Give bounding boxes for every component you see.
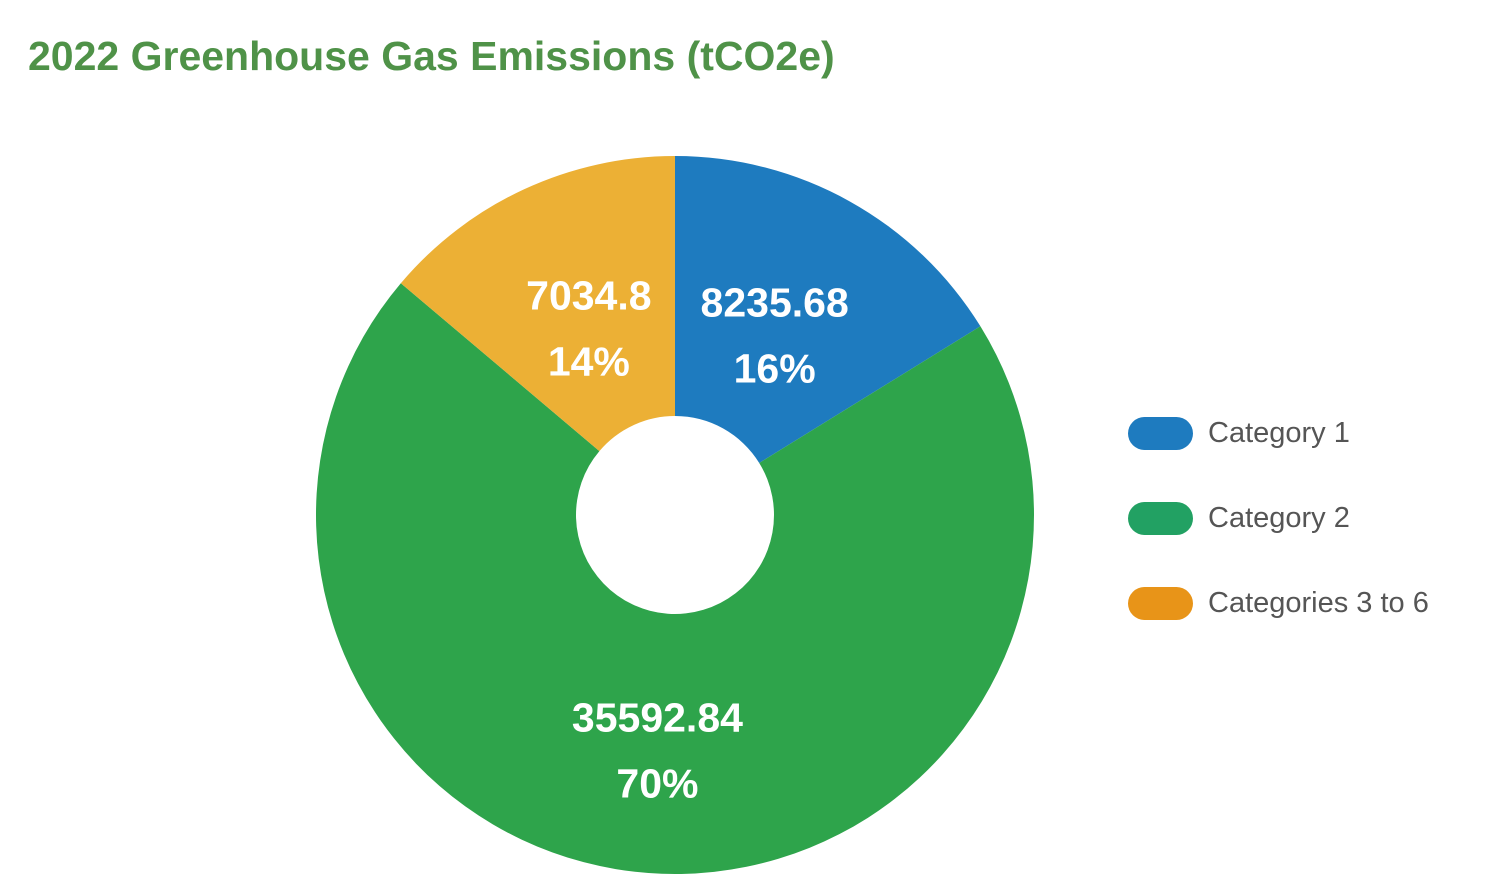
legend-label-category-1: Category 1 — [1208, 417, 1350, 449]
legend-item-categories-3-to-6[interactable]: Categories 3 to 6 — [1128, 585, 1429, 622]
percent-label-category-1: 16% — [734, 345, 816, 391]
value-label-categories-3-to-6: 7034.8 — [526, 272, 651, 318]
chart-data-labels: 8235.68 16% 35592.84 70% 7034.8 14% — [526, 272, 849, 806]
legend-swatch-category-1 — [1128, 417, 1193, 450]
legend-item-category-1[interactable]: Category 1 — [1128, 415, 1429, 452]
percent-label-categories-3-to-6: 14% — [548, 338, 630, 384]
value-label-category-2: 35592.84 — [572, 694, 743, 740]
slice-category-2[interactable] — [316, 283, 1034, 875]
slice-category-1[interactable] — [675, 156, 981, 463]
legend-item-category-2[interactable]: Category 2 — [1128, 500, 1429, 537]
chart-slices — [316, 156, 1034, 875]
percent-label-category-2: 70% — [616, 760, 698, 806]
chart-title: 2022 Greenhouse Gas Emissions (tCO2e) — [28, 33, 835, 79]
chart-legend: Category 1 Category 2 Categories 3 to 6 — [1128, 415, 1429, 670]
legend-swatch-categories-3-to-6 — [1128, 587, 1193, 620]
slice-categories-3-to-6[interactable] — [400, 156, 675, 452]
legend-swatch-category-2 — [1128, 502, 1193, 535]
legend-label-categories-3-to-6: Categories 3 to 6 — [1208, 587, 1429, 619]
value-label-category-1: 8235.68 — [701, 279, 849, 325]
legend-label-category-2: Category 2 — [1208, 502, 1350, 534]
